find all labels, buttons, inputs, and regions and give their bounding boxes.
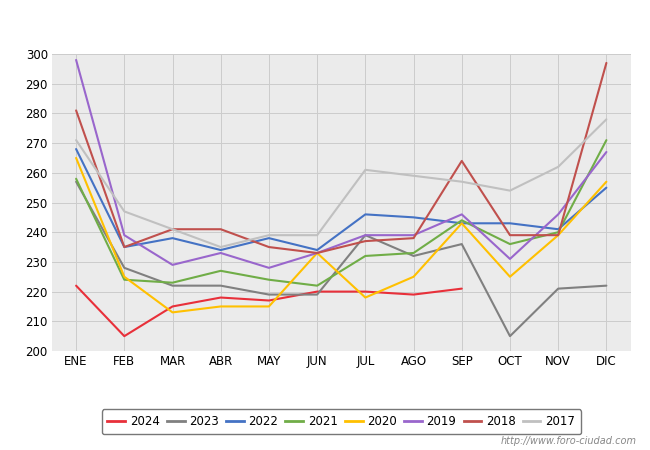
Text: Afiliados en Torre de Juan Abad a 30/9/2024: Afiliados en Torre de Juan Abad a 30/9/2… <box>127 16 523 34</box>
Text: http://www.foro-ciudad.com: http://www.foro-ciudad.com <box>501 436 637 446</box>
Legend: 2024, 2023, 2022, 2021, 2020, 2019, 2018, 2017: 2024, 2023, 2022, 2021, 2020, 2019, 2018… <box>101 410 581 434</box>
